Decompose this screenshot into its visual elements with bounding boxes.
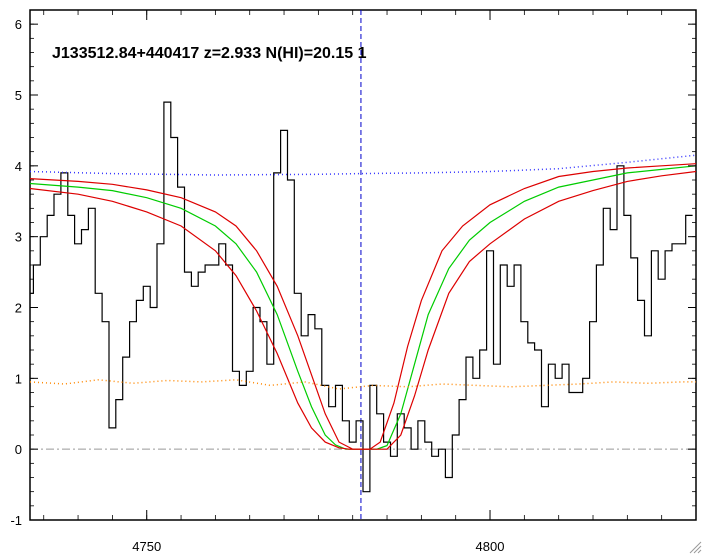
y-tick-label: 4 [15, 159, 22, 174]
chart-title: J133512.84+440417 z=2.933 N(HI)=20.15 1 [52, 45, 367, 62]
y-tick-label: 2 [15, 301, 22, 316]
series-line-4 [30, 154, 696, 176]
x-tick-label: 4750 [132, 539, 161, 554]
flux-histogram [30, 101, 693, 493]
y-tick-label: 5 [15, 88, 22, 103]
plot-area [30, 10, 696, 520]
series-line-3 [30, 170, 696, 450]
y-tick-label: 0 [15, 442, 22, 457]
resize-grip-icon[interactable] [689, 541, 702, 554]
y-tick-label: 6 [15, 17, 22, 32]
y-tick-label: 1 [15, 371, 22, 386]
x-tick-label: 4800 [476, 539, 505, 554]
y-tick-label: -1 [10, 513, 22, 528]
series-line-5 [30, 379, 696, 390]
y-tick-label: 3 [15, 230, 22, 245]
